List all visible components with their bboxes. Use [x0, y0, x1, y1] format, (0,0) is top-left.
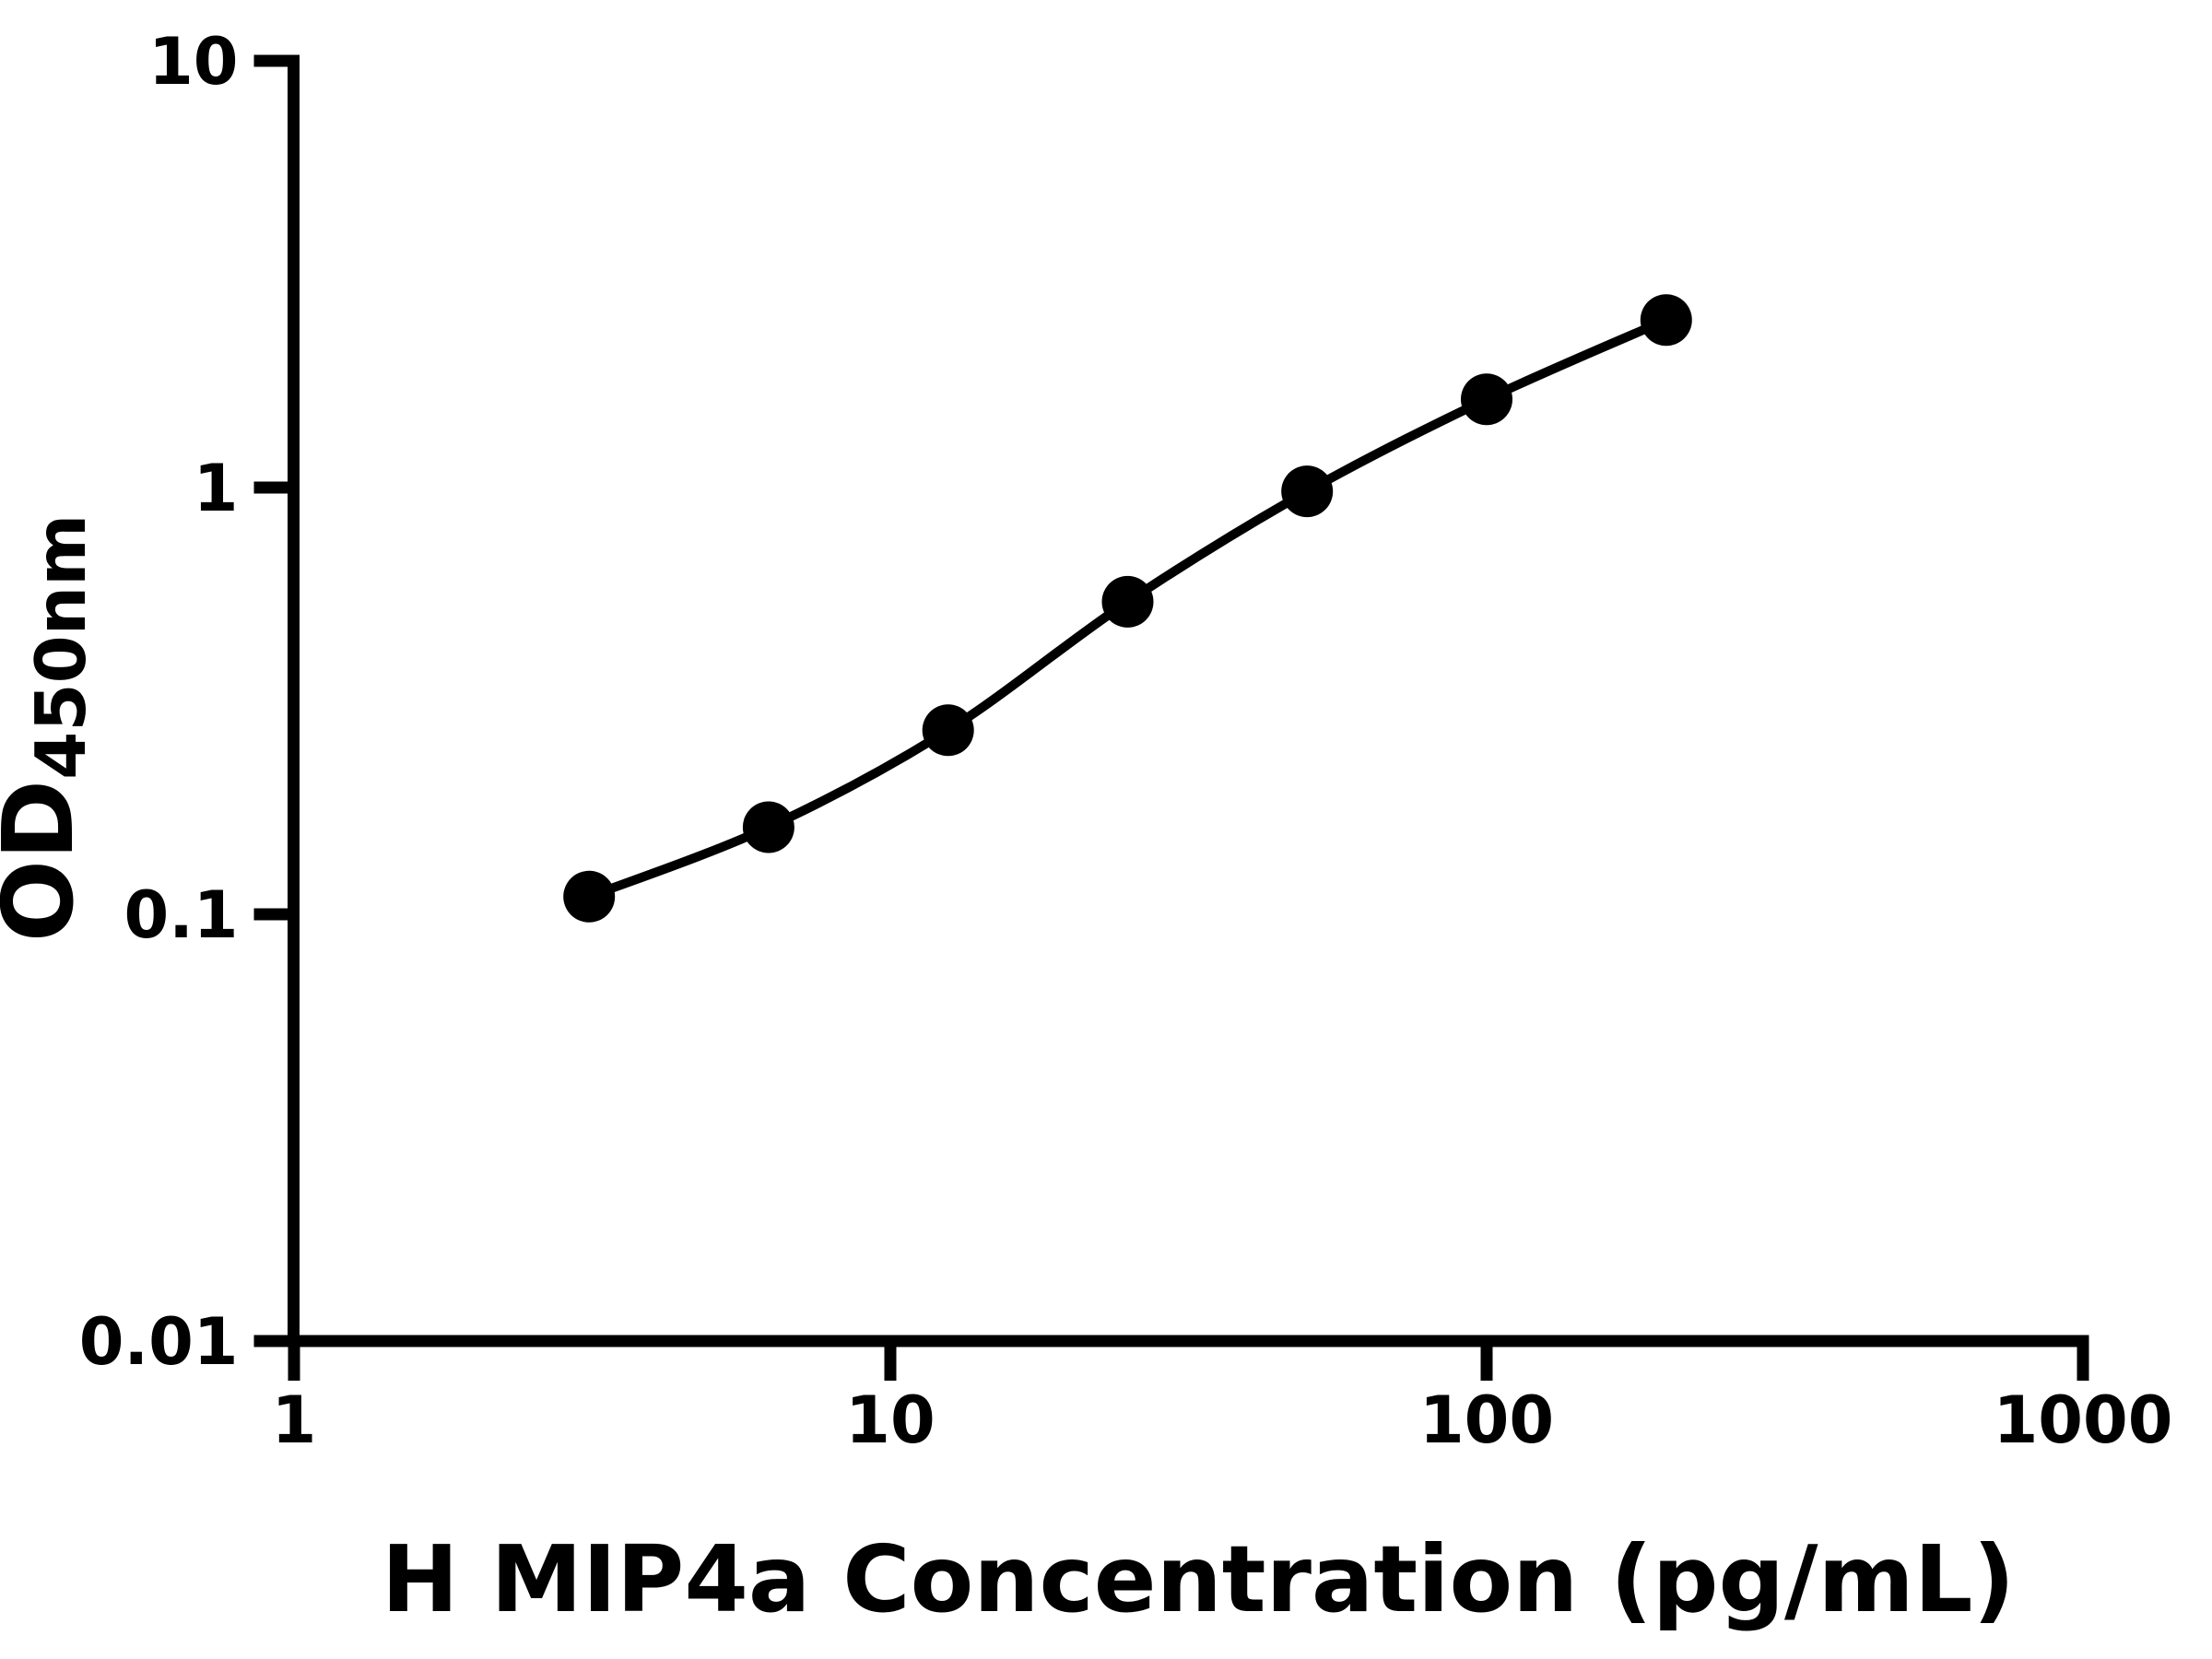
- data-point: [1461, 373, 1512, 426]
- x-tick-label: 1000: [1994, 1382, 2173, 1458]
- data-point: [1281, 465, 1334, 518]
- x-tick-label: 10: [845, 1382, 935, 1458]
- y-tick-label: 0.01: [79, 1304, 239, 1380]
- y-axis-title-main: OD: [0, 780, 95, 942]
- x-tick-label: 100: [1419, 1382, 1554, 1458]
- y-tick-label: 0.1: [124, 877, 238, 953]
- x-tick-label: 1: [272, 1382, 317, 1458]
- y-axis-title: OD450nm: [0, 514, 101, 943]
- y-tick-label: 10: [148, 24, 238, 100]
- x-axis-title: H MIP4a Concentration (pg/mL): [382, 1525, 2015, 1633]
- y-axis-title-subscript: 450nm: [20, 514, 101, 780]
- data-point: [1101, 575, 1154, 628]
- data-point: [922, 704, 974, 757]
- axis-ticks: [253, 54, 2089, 1381]
- data-point: [1640, 294, 1692, 347]
- data-point: [742, 801, 794, 853]
- axis-tick-labels: 10 1 0.1 0.01 1 10 100 1000: [79, 24, 2173, 1458]
- data-point: [563, 870, 616, 923]
- data-points: [563, 294, 1692, 923]
- y-tick-label: 1: [194, 451, 239, 526]
- axes: [288, 54, 2089, 1347]
